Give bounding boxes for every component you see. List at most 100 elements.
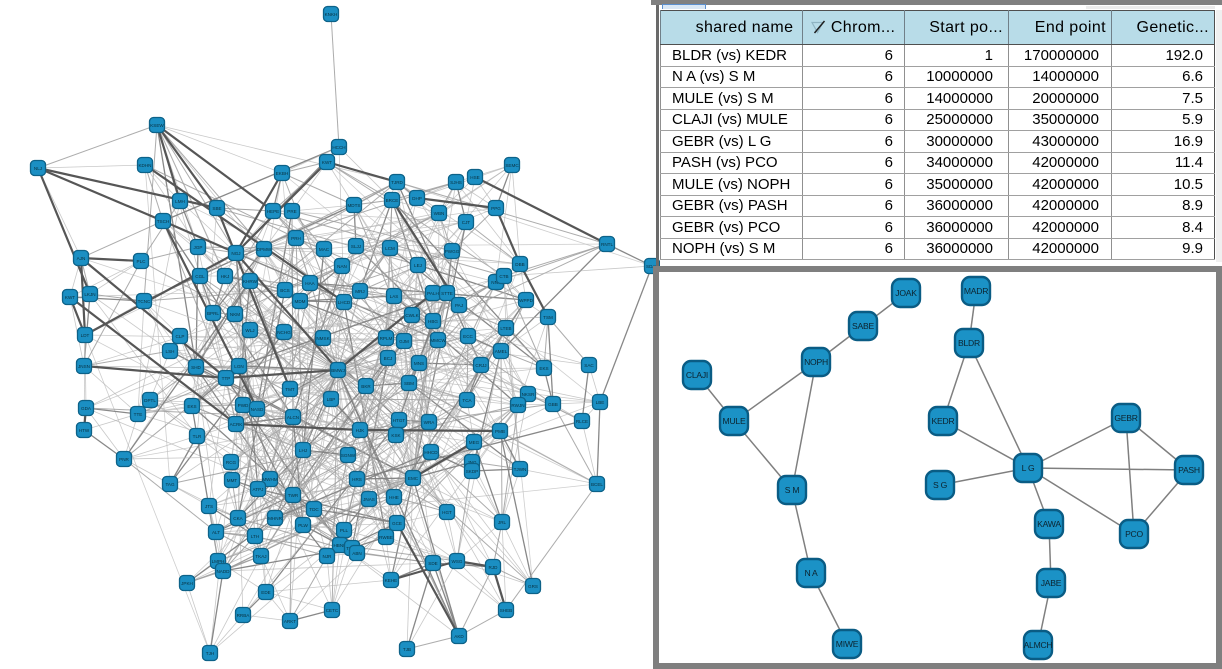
svg-text:MADR: MADR [964,286,988,296]
svg-text:HJK: HJK [356,428,366,433]
svg-text:LBP: LBP [327,397,336,402]
svg-text:HBNR: HBNR [333,543,347,548]
svg-text:JOAK: JOAK [895,288,917,298]
svg-text:LMPH: LMPH [212,559,225,564]
svg-text:MMT: MMT [227,478,238,483]
svg-text:KHRW: KHRW [243,279,258,284]
svg-text:WRA: WRA [424,420,436,425]
svg-text:CLAJI: CLAJI [686,370,708,380]
svg-text:KSEW: KSEW [150,123,164,128]
svg-text:EKS: EKS [187,404,196,409]
svg-text:MHNR: MHNR [268,516,282,521]
svg-text:RCG: RCG [226,460,237,465]
svg-text:DPTL: DPTL [144,398,156,403]
svg-text:NADD: NADD [216,569,230,574]
svg-text:EKS: EKS [539,366,548,371]
svg-text:HKJ: HKJ [221,274,230,279]
svg-text:RWBE: RWBE [379,535,393,540]
svg-text:LKJN: LKJN [84,292,95,297]
svg-text:MIWE: MIWE [836,639,859,649]
svg-text:NKM: NKM [230,312,240,317]
svg-text:LDT: LDT [81,333,90,338]
svg-text:SAC: SAC [584,363,594,368]
svg-text:KNKH: KNKH [325,12,338,17]
svg-text:BCS: BCS [280,288,289,293]
svg-text:HBG: HBG [428,319,438,324]
svg-text:TJRD: TJRD [391,180,403,185]
svg-text:CWLK: CWLK [405,313,419,318]
svg-text:TTE: TTE [134,412,143,417]
svg-text:BRCE: BRCE [386,198,399,203]
svg-text:RPLM: RPLM [380,336,393,341]
svg-text:LEJ: LEJ [414,263,422,268]
svg-text:MNS: MNS [414,361,424,366]
svg-text:RLCE: RLCE [576,419,588,424]
svg-text:STTE: STTE [441,291,453,296]
svg-text:HCCH: HCCH [332,145,345,150]
svg-text:BKR: BKR [361,384,371,389]
svg-text:CGL: CGL [195,274,205,279]
svg-text:PMB: PMB [495,429,505,434]
svg-text:CETC: CETC [326,608,339,613]
svg-text:HTGT: HTGT [393,418,406,423]
svg-text:KSK: KSK [391,433,401,438]
svg-text:TAG: TAG [165,482,175,487]
svg-text:HAA: HAA [305,281,315,286]
svg-text:NKSR: NKSR [522,392,535,397]
svg-text:PCO: PCO [1125,529,1143,539]
svg-text:HEPE: HEPE [267,209,280,214]
svg-text:KDHN: KDHN [138,163,151,168]
svg-text:SEMC: SEMC [505,163,519,168]
svg-text:ALCN: ALCN [287,415,299,420]
svg-text:ARKT: ARKT [284,619,296,624]
svg-text:PASH: PASH [1178,465,1200,475]
svg-text:HHCD: HHCD [424,450,438,455]
svg-text:CKA: CKA [233,516,243,521]
svg-text:PPG: PPG [491,206,501,211]
svg-text:ALMCH: ALMCH [1024,640,1053,650]
svg-text:GEBR: GEBR [1114,413,1137,423]
svg-text:KEDR: KEDR [932,416,955,426]
svg-text:KEHE: KEHE [385,578,398,583]
svg-text:GRS: GRS [528,584,538,589]
svg-text:L G: L G [1022,463,1035,473]
svg-text:BCJ: BCJ [384,356,393,361]
svg-text:WSG: WSG [452,559,463,564]
svg-text:TJB: TJB [403,647,411,652]
svg-text:ACRK: ACRK [230,422,244,427]
svg-text:LTEB: LTEB [500,326,511,331]
svg-text:SABE: SABE [852,321,874,331]
svg-text:LHCD: LHCD [338,300,351,305]
svg-text:WPPD: WPPD [519,298,533,303]
svg-text:JPKH: JPKH [181,581,193,586]
svg-text:MULE: MULE [723,416,746,426]
svg-text:S M: S M [785,485,800,495]
svg-text:LCM: LCM [385,246,395,251]
svg-text:PALH: PALH [427,291,439,296]
svg-text:MMCW: MMCW [430,338,446,343]
svg-text:NOPH: NOPH [804,357,828,367]
svg-text:MWHM: MWHM [262,477,277,482]
svg-text:NNT: NNT [491,280,501,285]
svg-text:MRJ: MRJ [355,289,364,294]
svg-text:HTW: HTW [79,428,90,433]
svg-text:EMC: EMC [408,476,419,481]
svg-text:CLP: CLP [176,334,185,339]
svg-text:KWT: KWT [322,160,332,165]
svg-text:LAS: LAS [390,294,399,299]
svg-text:PWD: PWD [238,403,249,408]
svg-text:RJD: RJD [489,565,499,570]
svg-text:TSCH: TSCH [157,219,170,224]
svg-text:ATPJ: ATPJ [253,487,264,492]
svg-text:BMWJ: BMWJ [331,368,345,373]
svg-text:NASD: NASD [251,407,264,412]
svg-text:SGNW: SGNW [341,453,356,458]
svg-text:MAC: MAC [319,247,330,252]
svg-text:TLR: TLR [193,434,202,439]
svg-text:CRJJ: CRJJ [475,363,486,368]
svg-text:HRS: HRS [352,477,362,482]
svg-text:RRBA: RRBA [237,613,251,618]
svg-text:RWJN: RWJN [511,403,524,408]
svg-text:AMEL: AMEL [495,349,508,354]
svg-text:SKDP: SKDP [466,469,479,474]
